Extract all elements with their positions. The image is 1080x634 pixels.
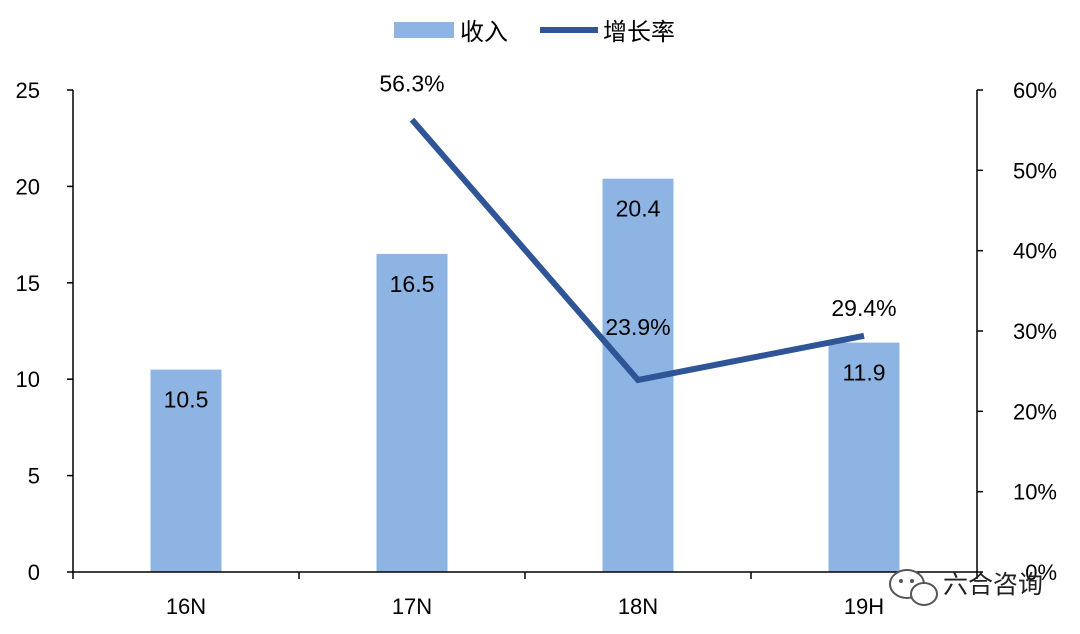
x-tick-label: 19H (844, 594, 884, 619)
left-tick-label: 10 (16, 367, 40, 392)
data-labels-group: 10.5 16.5 20.4 11.9 56.3% 23.9% 29.4% (164, 71, 897, 413)
left-tick-label: 0 (28, 560, 40, 585)
x-tick-label: 18N (618, 594, 658, 619)
bar-17N (376, 253, 448, 572)
line-group (409, 117, 865, 384)
legend: 收入 增长率 (394, 19, 675, 46)
right-tick-label: 40% (1013, 239, 1057, 264)
right-tick-label: 10% (1013, 480, 1057, 505)
legend-bar-swatch (394, 22, 454, 38)
line-value-label: 56.3% (379, 71, 444, 97)
bar-16N (150, 369, 222, 572)
axes-group: 0 5 10 15 20 25 0% 10% 20% 30% 40% 50% 60% 16N 17N 18N 1… (16, 78, 1057, 619)
legend-bar-label: 收入 (460, 19, 508, 46)
bars-group (150, 178, 900, 572)
right-tick-label: 50% (1013, 158, 1057, 183)
left-tick-label: 25 (16, 78, 40, 103)
line-value-label: 29.4% (831, 295, 896, 321)
right-tick-label: 60% (1013, 78, 1057, 103)
x-tick-label: 17N (392, 594, 432, 619)
bar-value-label: 10.5 (164, 387, 209, 413)
right-tick-label: 0% (1025, 560, 1057, 585)
legend-line-label: 增长率 (603, 19, 675, 46)
right-tick-label: 20% (1013, 399, 1057, 424)
wechat-icon (889, 569, 938, 606)
watermark: 六合咨询 (889, 569, 1043, 606)
left-tick-label: 20 (16, 174, 40, 199)
bar-value-label: 16.5 (390, 271, 435, 297)
bar-value-label: 11.9 (842, 360, 885, 386)
x-tick-label: 16N (166, 594, 206, 619)
left-tick-label: 5 (28, 464, 40, 489)
left-tick-label: 15 (16, 271, 40, 296)
watermark-text: 六合咨询 (943, 571, 1043, 599)
line-value-label: 23.9% (605, 314, 670, 340)
right-tick-label: 30% (1013, 319, 1057, 344)
bar-19H (828, 342, 900, 572)
bar-value-label: 20.4 (616, 196, 661, 222)
